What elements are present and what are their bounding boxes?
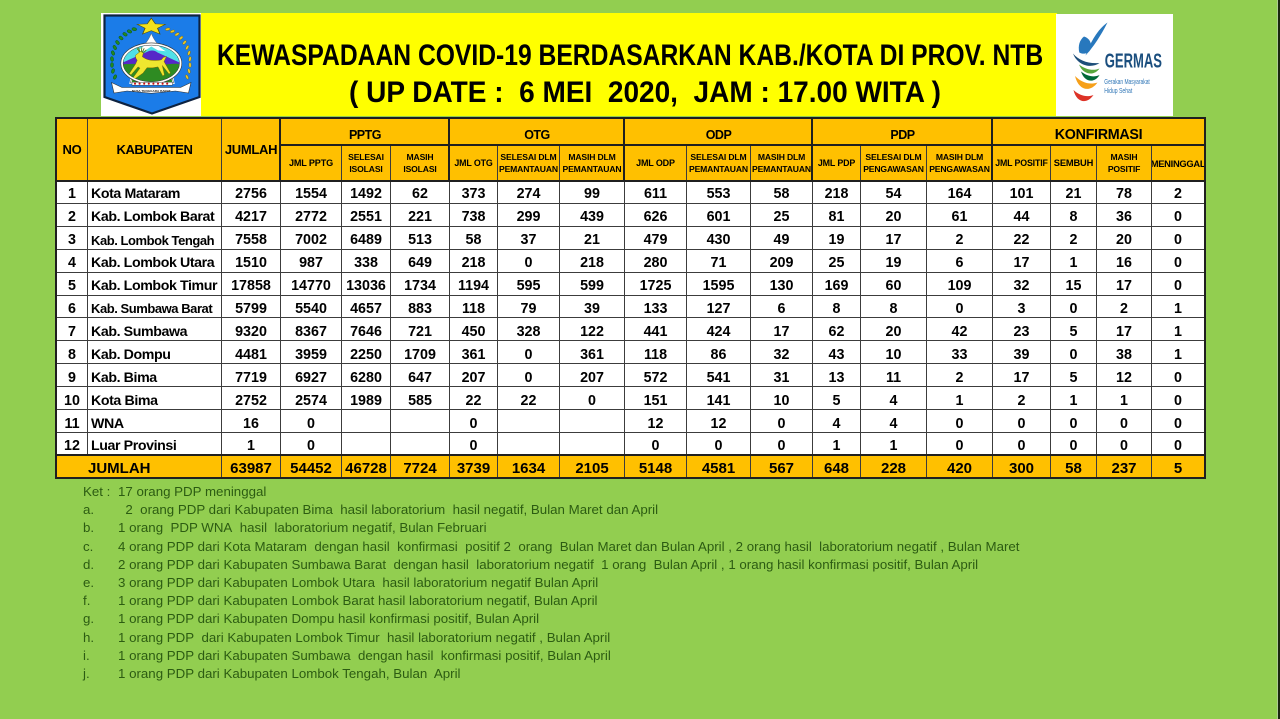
svg-text:GERMAS: GERMAS — [1105, 51, 1162, 73]
svg-text:Hidup Sehat: Hidup Sehat — [1104, 86, 1133, 95]
svg-text:Gerakan Masyarakat: Gerakan Masyarakat — [1104, 77, 1150, 86]
svg-text:NUSA TENGGARA BARAT: NUSA TENGGARA BARAT — [132, 89, 171, 93]
